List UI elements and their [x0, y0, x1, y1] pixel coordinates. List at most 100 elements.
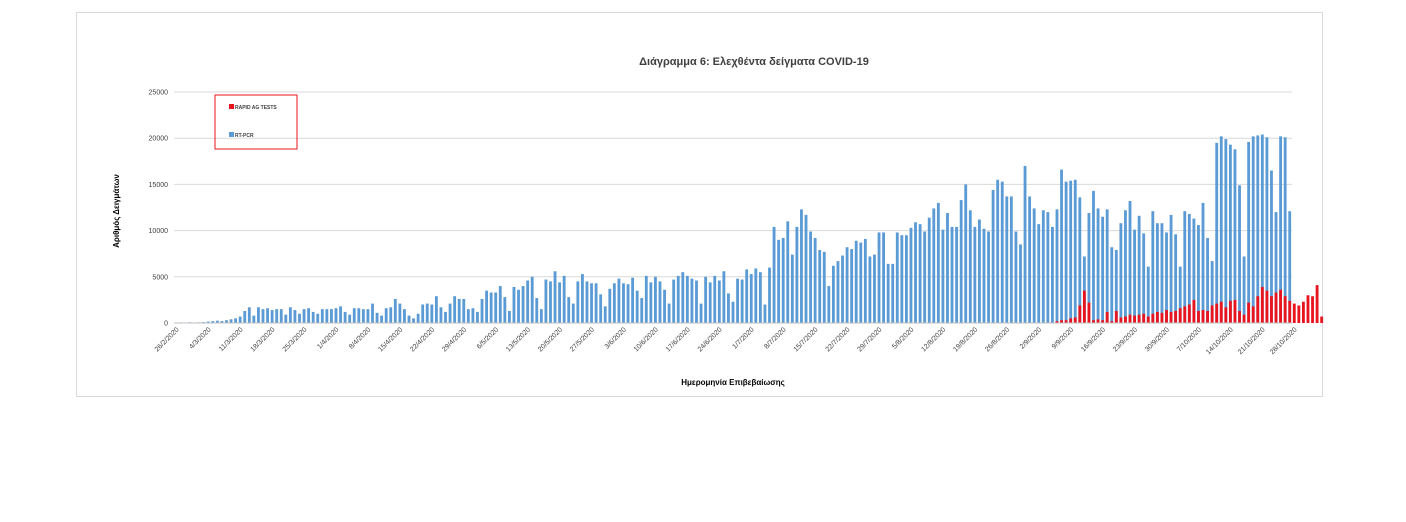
bar-rt-pcr [695, 280, 698, 323]
bar-rt-pcr [1288, 211, 1292, 323]
bar-rapid-ag [1096, 319, 1100, 323]
bar-rt-pcr [307, 308, 311, 323]
bar-rt-pcr [1137, 215, 1141, 323]
bar-rt-pcr [334, 308, 338, 323]
bar-rt-pcr [489, 292, 493, 323]
bar-rt-pcr [631, 277, 635, 323]
bar-rt-pcr [225, 320, 228, 323]
x-tick-label: 30/9/2020 [1144, 326, 1171, 353]
bar-rapid-ag [1101, 320, 1105, 323]
bar-rt-pcr [1046, 212, 1050, 323]
bar-rt-pcr [302, 309, 306, 323]
bar-rt-pcr [1242, 256, 1246, 323]
bar-rt-pcr [968, 210, 972, 323]
bar-rt-pcr [722, 271, 726, 323]
bar-rt-pcr [1270, 170, 1273, 323]
bar-rt-pcr [635, 290, 639, 323]
bar-rt-pcr [790, 254, 794, 323]
bar-rt-pcr [407, 315, 411, 323]
bar-rapid-ag [1151, 313, 1155, 323]
bar-rt-pcr [749, 274, 753, 323]
bar-rapid-ag [1219, 301, 1223, 323]
bar-rt-pcr [681, 272, 685, 323]
bar-rt-pcr [1041, 210, 1045, 323]
bar-rt-pcr [1023, 165, 1027, 323]
bar-rt-pcr [1105, 209, 1109, 323]
y-tick-label: 15000 [149, 182, 169, 189]
bar-rapid-ag [1155, 311, 1159, 323]
bar-rt-pcr [822, 251, 826, 323]
bar-rt-pcr [941, 229, 945, 323]
bar-rapid-ag [1242, 314, 1246, 323]
bar-rt-pcr [507, 310, 511, 323]
bar-rt-pcr [699, 303, 703, 323]
bar-rapid-ag [1073, 317, 1077, 323]
bar-rt-pcr [763, 304, 767, 323]
bar-rt-pcr [1019, 244, 1022, 323]
bar-rapid-ag [1233, 299, 1237, 323]
bar-rt-pcr [261, 309, 265, 323]
bar-rapid-ag [1279, 289, 1283, 323]
bar-rt-pcr [215, 320, 219, 323]
bar-rapid-ag [1251, 306, 1255, 323]
bar-rt-pcr [850, 249, 854, 323]
bar-rt-pcr [1032, 208, 1036, 323]
bar-rt-pcr [425, 303, 429, 323]
bar-rapid-ag [1265, 290, 1269, 323]
bar-rt-pcr [416, 313, 420, 323]
bar-rt-pcr [672, 279, 676, 323]
bar-rt-pcr [1014, 231, 1018, 323]
bar-rapid-ag [1055, 321, 1059, 323]
bar-rt-pcr [1155, 223, 1159, 323]
x-tick-label: 11/3/2020 [218, 326, 245, 353]
bar-rapid-ag [1247, 302, 1251, 323]
bar-rt-pcr [978, 219, 981, 323]
bar-rapid-ag [1228, 300, 1232, 323]
bar-rt-pcr [562, 275, 566, 323]
y-tick-label: 10000 [149, 228, 169, 235]
y-axis-ticks: 0 5000 10000 15000 20000 25000 [149, 90, 169, 328]
x-tick-label: 5/8/2020 [891, 326, 915, 350]
bar-rt-pcr [882, 232, 885, 323]
bar-rapid-ag [1197, 310, 1200, 323]
bar-rt-pcr [886, 263, 890, 323]
bar-rt-pcr [444, 311, 447, 323]
bar-rt-pcr [293, 310, 297, 323]
bar-rt-pcr [617, 278, 621, 323]
x-tick-label: 9/9/2020 [1051, 326, 1075, 350]
bar-rt-pcr [517, 289, 520, 323]
x-tick-label: 19/8/2020 [952, 326, 979, 353]
bar-rt-pcr [247, 307, 251, 323]
bar-rapid-ag [1165, 310, 1168, 323]
bar-rt-pcr [220, 321, 224, 323]
bar-rt-pcr [982, 228, 986, 323]
bar-rt-pcr [704, 276, 708, 323]
bar-rt-pcr [1160, 223, 1164, 323]
bar-rapid-ag [1256, 296, 1260, 323]
bar-rt-pcr [1283, 137, 1287, 323]
x-tick-label: 7/10/2020 [1176, 326, 1203, 353]
legend-border [214, 94, 298, 150]
bars [174, 134, 1324, 324]
bar-rt-pcr [1192, 218, 1196, 323]
bar-rt-pcr [398, 303, 402, 323]
x-tick-label: 27/5/2020 [569, 326, 596, 353]
bar-rt-pcr [412, 318, 415, 323]
bar-rt-pcr [804, 214, 808, 323]
bar-rt-pcr [946, 213, 949, 323]
bar-rt-pcr [996, 179, 1000, 323]
y-tick-label: 0 [164, 321, 168, 328]
x-tick-label: 10/6/2020 [633, 326, 660, 353]
bar-rt-pcr [480, 298, 484, 323]
x-tick-label: 21/10/2020 [1237, 326, 1267, 356]
legend-swatch-rapid-ag [229, 104, 234, 109]
bar-rt-pcr [717, 280, 721, 323]
bar-rt-pcr [927, 217, 931, 323]
bar-rt-pcr [526, 280, 530, 323]
bar-rt-pcr [243, 310, 247, 323]
legend: RAPID AG TESTS RT-PCR [214, 94, 298, 150]
x-tick-label: 6/5/2020 [476, 326, 500, 350]
x-tick-label: 13/5/2020 [505, 326, 532, 353]
bar-rt-pcr [389, 307, 393, 323]
bar-rt-pcr [955, 226, 959, 323]
